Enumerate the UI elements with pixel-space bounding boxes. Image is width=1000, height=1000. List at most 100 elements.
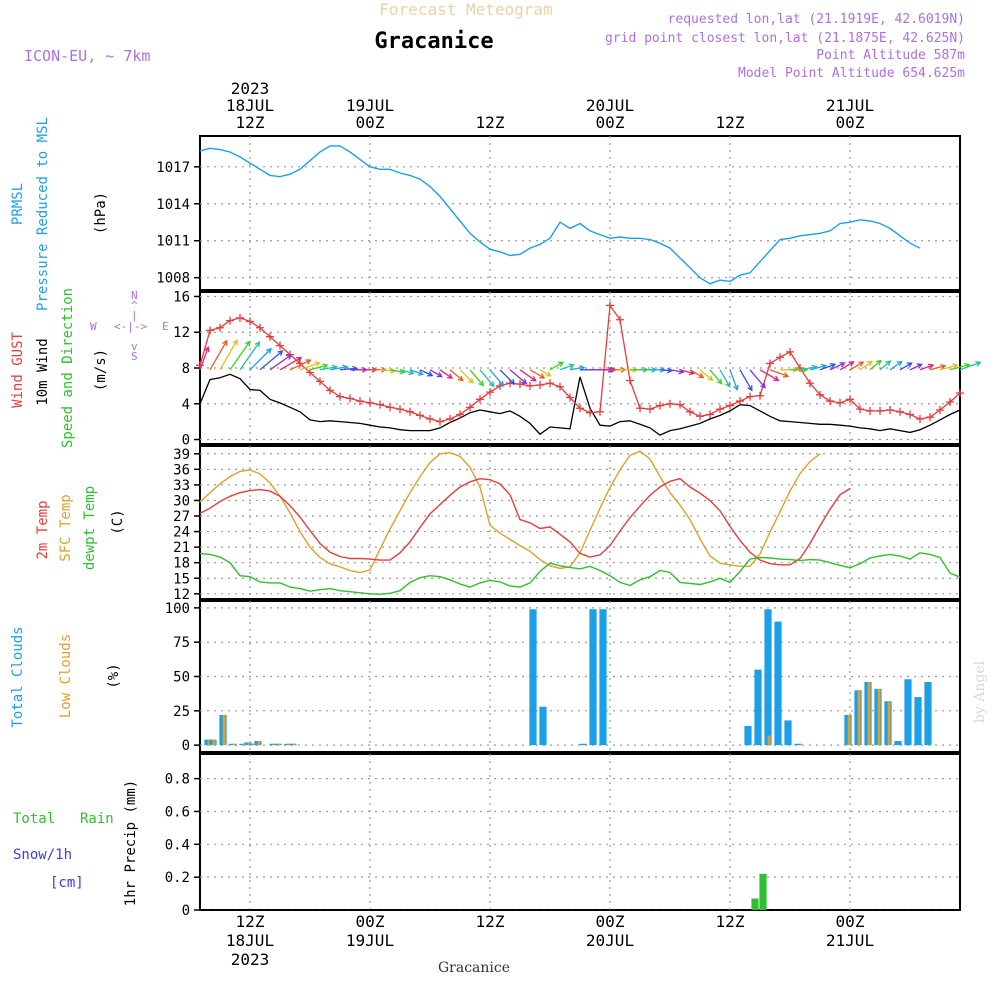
wind-arrow	[769, 369, 789, 377]
wind-arrow-head	[716, 378, 723, 385]
wind-arrow-head	[408, 369, 415, 376]
gust-marker	[256, 323, 264, 332]
gust-marker	[586, 408, 594, 417]
low-cloud-bar	[277, 743, 281, 746]
axis-ticks: 1017101410111008161284039363330272421181…	[156, 160, 200, 919]
requested-coords: requested lon,lat (21.1919E, 42.6019N)	[668, 12, 965, 27]
top-time-label: 21JUL	[826, 96, 874, 115]
wind-arrow	[869, 360, 882, 371]
compass-s: S	[131, 350, 138, 363]
forecast-title: Forecast Meteogram	[379, 0, 552, 19]
wind-arrow	[479, 369, 495, 387]
wind-arrow	[919, 364, 934, 371]
wind-arrow-head	[760, 382, 766, 389]
wind-arrow	[509, 369, 527, 384]
wind-arrow-head	[488, 381, 495, 388]
bottom-time-label: 12Z	[236, 912, 265, 931]
ytick-label-temp: 36	[173, 462, 190, 478]
wind-arrow	[489, 369, 504, 387]
wind-arrow-head	[509, 379, 516, 385]
gust-marker	[846, 395, 854, 404]
gust-marker	[406, 407, 414, 416]
wind-arrow	[829, 362, 845, 371]
pressure-unit: (hPa)	[93, 192, 109, 234]
bottom-time-label: 21JUL	[826, 931, 874, 950]
wind-arrow-head	[707, 375, 714, 382]
wind-arrow	[419, 369, 433, 377]
gust-marker	[356, 397, 364, 406]
wind-arrow	[669, 369, 684, 373]
wind-arrow	[569, 366, 585, 371]
gust-marker	[426, 414, 434, 423]
ytick-label-temp: 12	[173, 587, 190, 603]
low-cloud-bar	[847, 714, 851, 746]
gust-marker	[386, 403, 394, 412]
gust-marker	[696, 412, 704, 421]
gust-marker	[536, 380, 544, 389]
wind-arrow	[709, 369, 723, 385]
low-cloud-bar	[877, 688, 881, 746]
wind-arrow	[279, 357, 302, 371]
gust-marker	[746, 392, 754, 401]
compass-w: W	[90, 320, 97, 333]
ytick-label-precip: 0.8	[165, 772, 190, 788]
low-cloud-bar	[247, 742, 251, 746]
ytick-label-temp: 30	[173, 493, 190, 509]
panel-frames	[199, 135, 961, 911]
gust-marker	[936, 406, 944, 415]
low-cloud-bar	[272, 743, 276, 746]
wind-arrow-head	[277, 350, 284, 356]
wind-arrow	[259, 350, 283, 371]
gust-marker	[906, 410, 914, 419]
wind-arrow	[409, 369, 423, 376]
gust-marker	[856, 405, 864, 414]
gust-marker	[516, 380, 524, 389]
low-cloud-bar	[207, 739, 211, 746]
total-cloud-bar	[784, 720, 792, 746]
wind-arrow-head	[839, 362, 846, 368]
low-cloud-bar	[257, 741, 261, 746]
ytick-label-temp: 33	[173, 478, 190, 494]
wind-arrow-head	[782, 372, 790, 378]
ytick-label-wind: 16	[173, 289, 190, 305]
top-time-label: 12Z	[716, 113, 745, 132]
wind-arrow-head	[829, 362, 837, 369]
gust-marker	[556, 382, 564, 391]
top-time-label: 12Z	[236, 113, 265, 132]
model-point-altitude: Model Point Altitude 654.625m	[738, 66, 965, 81]
gust-marker	[276, 341, 284, 350]
wind-arrow	[899, 362, 913, 371]
wind-arrow	[299, 362, 320, 371]
wind-arrow	[249, 348, 272, 371]
low-cloud-bar	[857, 690, 861, 746]
wind-arrow	[819, 363, 836, 371]
gust-marker	[336, 392, 344, 401]
gust-marker	[476, 395, 484, 404]
gust-marker	[396, 405, 404, 414]
gust-marker	[346, 394, 354, 403]
ytick-label-precip: 0.6	[165, 804, 190, 820]
gust-marker	[826, 397, 834, 406]
pressure-label-prmsl: PRMSL	[10, 183, 26, 225]
wind-arrow-head	[498, 380, 505, 387]
gust-marker	[466, 403, 474, 412]
wind-arrow	[529, 369, 545, 379]
wind-arrow-head	[885, 360, 892, 367]
low-clouds-label: Low Clouds	[58, 634, 74, 718]
low-cloud-bar	[292, 743, 296, 746]
gust-marker	[896, 407, 904, 416]
gust-marker	[206, 326, 214, 335]
wind-arrow-head	[446, 373, 454, 379]
gust-marker	[626, 376, 634, 385]
gust-marker	[816, 390, 824, 399]
gust-marker	[776, 353, 784, 362]
wind-arrow	[679, 369, 694, 375]
top-time-label: 00Z	[596, 113, 625, 132]
gust-marker	[326, 386, 334, 395]
ytick-label-temp: 24	[173, 525, 190, 541]
total-clouds-label: Total Clouds	[10, 626, 26, 727]
total-label: Total	[13, 811, 55, 827]
wind-arrow	[749, 369, 766, 389]
gust-marker	[216, 323, 224, 332]
gust-marker	[686, 407, 694, 416]
